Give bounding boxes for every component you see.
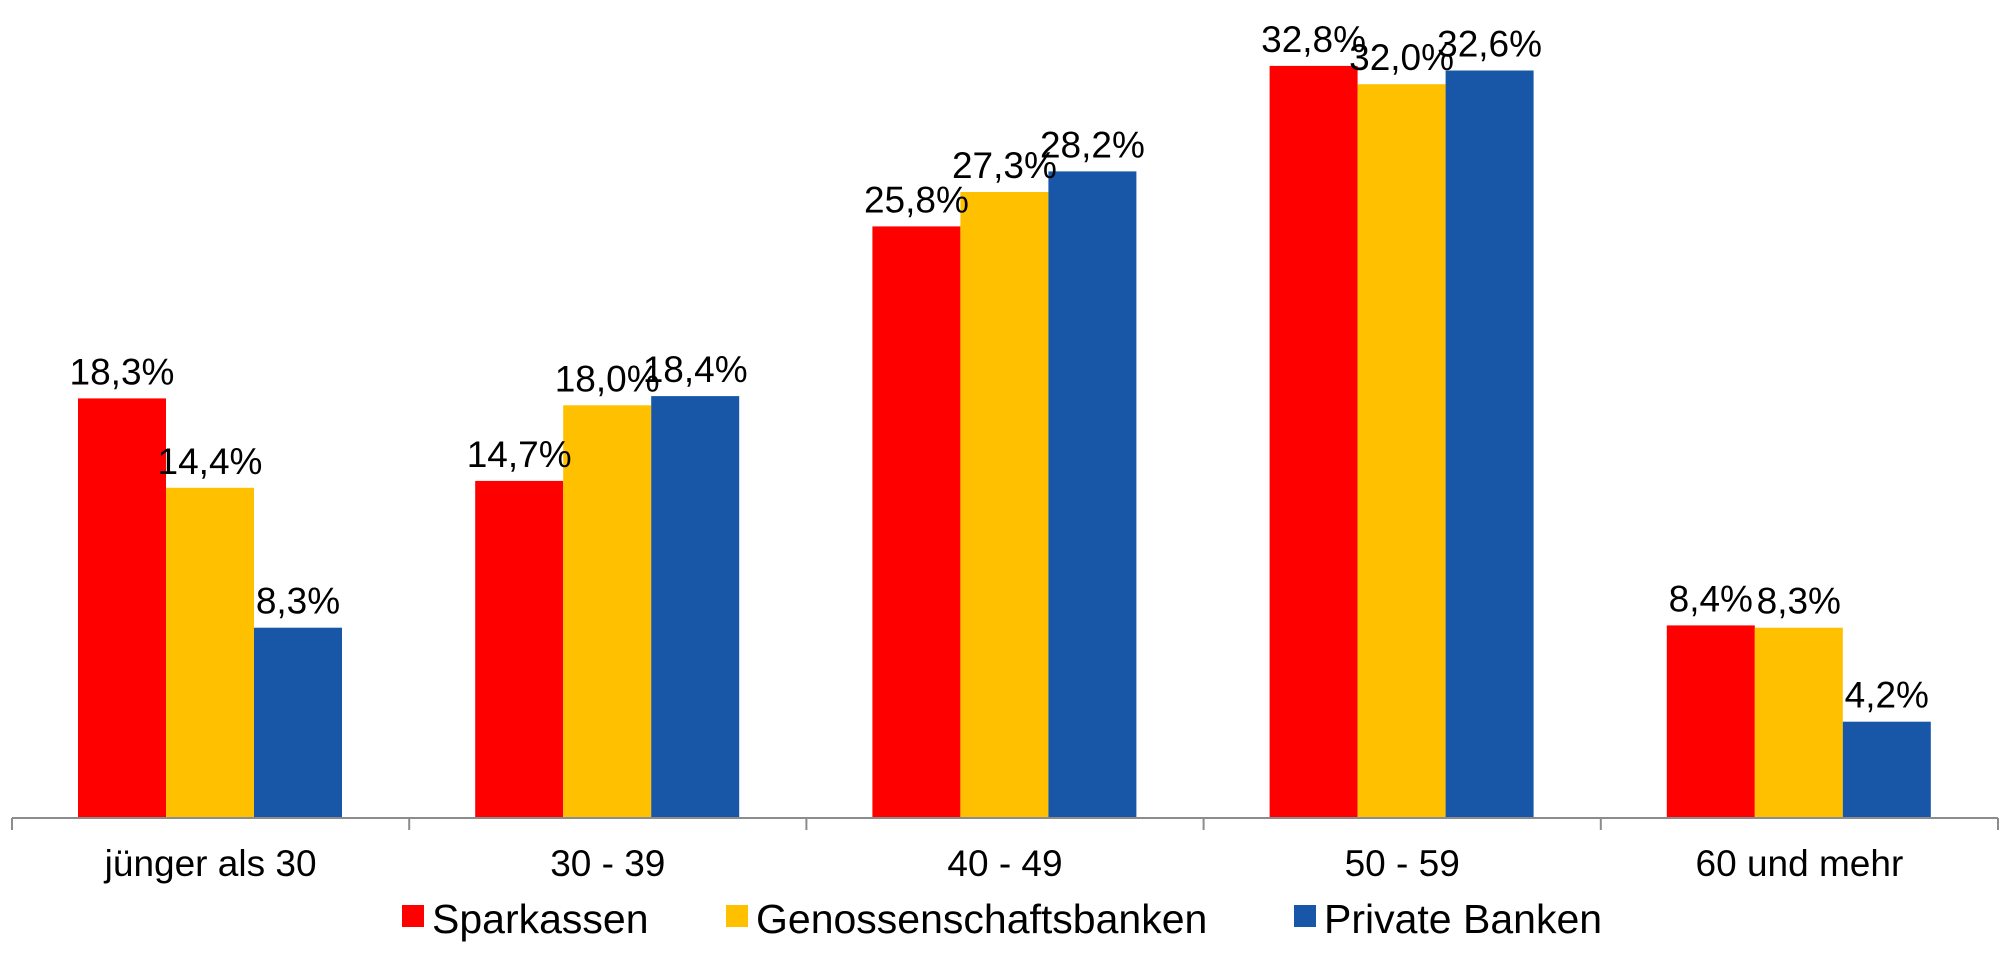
data-label-genossenschaftsbanken-30-39: 18,0%	[555, 358, 660, 399]
x-tick-label-40-49: 40 - 49	[947, 843, 1062, 884]
data-labels-group: 18,3% 14,4% 8,3% 14,7% 18,0%18,4% 25,8%27,3%2…	[70, 19, 1929, 716]
bar-genossenschaftsbanken-60-und-mehr	[1754, 627, 1843, 818]
bar-private-banken-30-39	[651, 396, 740, 818]
data-label-private-banken-junger-als-30: 8,3%	[256, 581, 340, 622]
bar-private-banken-60-und-mehr	[1842, 721, 1931, 818]
bar-genossenschaftsbanken-30-39	[563, 405, 652, 818]
data-label-sparkassen-30-39: 14,7%	[467, 434, 572, 475]
data-label-sparkassen-40-49: 25,8%	[864, 179, 969, 220]
data-label-genossenschaftsbanken-junger-als-30: 14,4%	[158, 441, 263, 482]
legend-swatch-sparkassen	[402, 905, 424, 927]
bar-private-banken-junger-als-30	[254, 627, 342, 818]
legend-label-genossenschaftsbanken: Genossenschaftsbanken	[756, 896, 1207, 942]
x-tick-label-30-39: 30 - 39	[550, 843, 665, 884]
legend-label-sparkassen: Sparkassen	[432, 896, 649, 942]
data-label-genossenschaftsbanken-40-49: 27,3%	[952, 145, 1057, 186]
x-tick-label-60-und-mehr: 60 und mehr	[1696, 843, 1904, 884]
data-label-sparkassen-junger-als-30: 18,3%	[70, 351, 175, 392]
bar-sparkassen-50-59	[1269, 65, 1358, 818]
data-label-private-banken-50-59: 32,6%	[1437, 24, 1542, 65]
data-label-private-banken-40-49: 28,2%	[1040, 124, 1145, 165]
data-label-sparkassen-50-59: 32,8%	[1261, 19, 1366, 60]
bar-private-banken-40-49	[1048, 171, 1137, 818]
data-label-genossenschaftsbanken-50-59: 32,0%	[1349, 37, 1454, 78]
bar-sparkassen-30-39	[475, 480, 564, 818]
bar-genossenschaftsbanken-40-49	[960, 192, 1049, 818]
bar-sparkassen-40-49	[872, 226, 961, 818]
legend-label-private-banken: Private Banken	[1324, 896, 1602, 942]
data-label-genossenschaftsbanken-60-und-mehr: 8,3%	[1757, 581, 1841, 622]
bar-genossenschaftsbanken-50-59	[1357, 84, 1446, 818]
legend-swatch-genossenschaftsbanken	[726, 905, 748, 927]
bar-private-banken-50-59	[1445, 70, 1534, 818]
x-tick-label-50-59: 50 - 59	[1345, 843, 1460, 884]
x-tick-label-junger-als-30: jünger als 30	[104, 843, 317, 884]
bar-genossenschaftsbanken-junger-als-30	[166, 487, 254, 818]
data-label-private-banken-60-und-mehr: 4,2%	[1845, 675, 1929, 716]
bars-group	[78, 65, 1931, 818]
legend-swatch-private-banken	[1294, 905, 1316, 927]
bar-sparkassen-60-und-mehr	[1666, 625, 1755, 818]
legend: Sparkassen Genossenschaftsbanken Private B…	[402, 896, 1602, 942]
data-label-private-banken-30-39: 18,4%	[643, 349, 748, 390]
bar-sparkassen-junger-als-30	[78, 398, 166, 818]
x-axis: jünger als 30 30 - 39 40 - 49 50 - 59 60 und…	[11, 817, 1999, 884]
data-label-sparkassen-60-und-mehr: 8,4%	[1669, 578, 1753, 619]
